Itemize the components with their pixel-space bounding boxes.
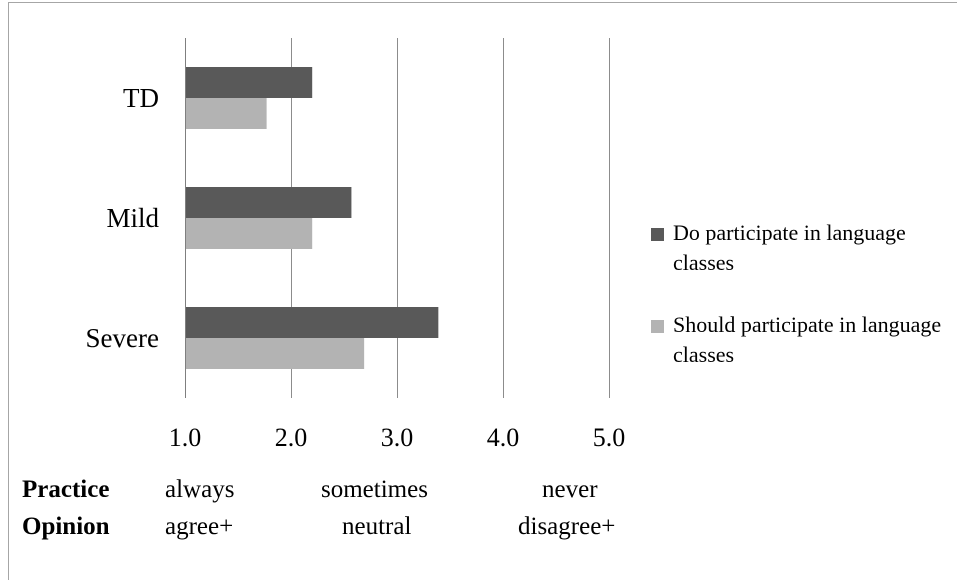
x-tick-label-5.0: 5.0	[593, 423, 626, 452]
practice-low: always	[165, 476, 235, 503]
practice-label: Practice	[22, 476, 110, 503]
opinion-label: Opinion	[22, 513, 110, 540]
bars	[186, 67, 439, 369]
bar-td-do	[186, 67, 313, 98]
x-tick-label-4.0: 4.0	[487, 423, 520, 452]
category-label-mild: Mild	[106, 203, 159, 233]
x-tick-labels: 1.0 2.0 3.0 4.0 5.0	[169, 423, 626, 452]
legend-swatch-should	[651, 320, 664, 333]
bar-severe-should	[186, 338, 365, 369]
x-tick-label-2.0: 2.0	[275, 423, 308, 452]
legend-swatch-do	[651, 228, 664, 241]
bar-mild-do	[186, 187, 352, 218]
bar-severe-do	[186, 307, 439, 338]
bar-td-should	[186, 98, 267, 129]
legend-label-should: Should participate in language classes	[673, 312, 942, 367]
chart-frame	[8, 2, 957, 580]
bar-mild-should	[186, 218, 313, 249]
practice-mid: sometimes	[321, 476, 428, 503]
practice-high: never	[542, 476, 598, 503]
opinion-high: disagree+	[518, 513, 616, 540]
category-label-td: TD	[123, 83, 159, 113]
category-labels: TD Mild Severe	[86, 83, 160, 353]
x-tick-label-1.0: 1.0	[169, 423, 202, 452]
x-tick-label-3.0: 3.0	[381, 423, 414, 452]
legend-label-do: Do participate in language classes	[673, 220, 906, 275]
category-label-severe: Severe	[86, 323, 159, 353]
opinion-low: agree+	[165, 513, 234, 540]
opinion-mid: neutral	[342, 513, 412, 540]
